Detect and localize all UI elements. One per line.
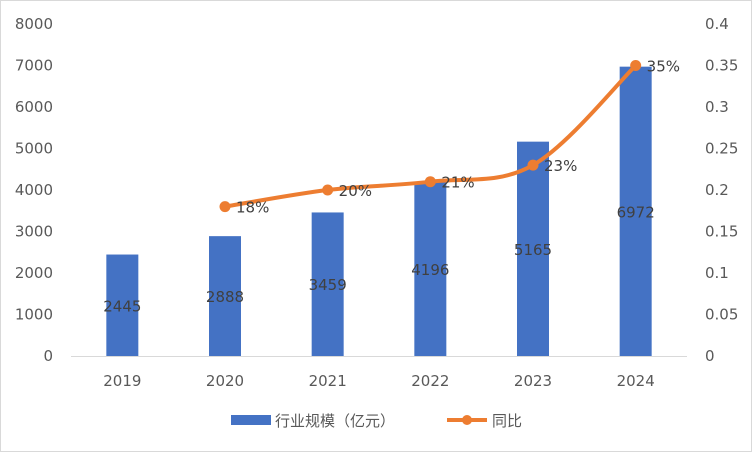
right-tick-label: 0.2 — [705, 181, 729, 199]
x-axis-ticks: 2019 2020 2021 2022 2023 2024 — [103, 372, 655, 390]
bar-value-label: 2445 — [103, 297, 141, 315]
right-tick-label: 0.4 — [705, 15, 729, 33]
right-tick-label: 0.1 — [705, 264, 729, 282]
yoy-markers — [219, 60, 642, 213]
legend-line-marker — [462, 415, 472, 425]
right-tick-label: 0.25 — [705, 140, 738, 158]
left-tick-label: 0 — [43, 347, 53, 365]
line-value-label: 35% — [647, 58, 680, 76]
x-tick-label: 2021 — [309, 372, 347, 390]
legend-bar-label: 行业规模（亿元） — [275, 412, 395, 430]
left-tick-label: 4000 — [15, 181, 53, 199]
yoy-data-labels: 18% 20% 21% 23% 35% — [236, 58, 680, 217]
right-axis-ticks: 0 0.05 0.1 0.15 0.2 0.25 0.3 0.35 0.4 — [705, 15, 738, 365]
left-tick-label: 2000 — [15, 264, 53, 282]
bar-data-labels: 2445 2888 3459 4196 5165 6972 — [103, 203, 655, 315]
line-marker — [322, 184, 334, 196]
right-tick-label: 0.3 — [705, 98, 729, 116]
left-tick-label: 3000 — [15, 223, 53, 241]
x-tick-label: 2019 — [103, 372, 141, 390]
right-tick-label: 0 — [705, 347, 715, 365]
right-tick-label: 0.05 — [705, 306, 738, 324]
line-value-label: 18% — [236, 199, 269, 217]
left-tick-label: 5000 — [15, 140, 53, 158]
left-tick-label: 6000 — [15, 98, 53, 116]
line-value-label: 23% — [544, 157, 577, 175]
right-tick-label: 0.15 — [705, 223, 738, 241]
bar-value-label: 6972 — [617, 203, 655, 221]
x-tick-label: 2023 — [514, 372, 552, 390]
x-tick-label: 2020 — [206, 372, 244, 390]
bar — [414, 181, 447, 356]
bar-value-label: 3459 — [309, 276, 347, 294]
x-tick-label: 2022 — [411, 372, 449, 390]
legend-bar-swatch — [231, 415, 271, 425]
left-tick-label: 8000 — [15, 15, 53, 33]
line-value-label: 21% — [441, 174, 474, 192]
bar — [619, 66, 652, 357]
bar — [209, 236, 241, 356]
legend-line-label: 同比 — [492, 412, 522, 430]
left-tick-label: 1000 — [15, 306, 53, 324]
bar — [106, 254, 139, 356]
line-value-label: 20% — [339, 182, 372, 200]
line-marker — [527, 159, 539, 171]
bar-value-label: 4196 — [411, 261, 449, 279]
legend: 行业规模（亿元） 同比 — [231, 412, 522, 430]
line-marker — [424, 176, 436, 188]
line-marker — [219, 201, 231, 213]
bar-series — [106, 66, 652, 357]
bar-value-label: 5165 — [514, 241, 552, 259]
x-tick-label: 2024 — [617, 372, 655, 390]
left-tick-label: 7000 — [15, 57, 53, 75]
bar-value-label: 2888 — [206, 288, 244, 306]
right-tick-label: 0.35 — [705, 57, 738, 75]
line-marker — [630, 60, 642, 71]
bar — [311, 212, 344, 356]
left-axis-ticks: 0 1000 2000 3000 4000 5000 6000 7000 8000 — [15, 15, 53, 365]
bar — [517, 141, 549, 356]
